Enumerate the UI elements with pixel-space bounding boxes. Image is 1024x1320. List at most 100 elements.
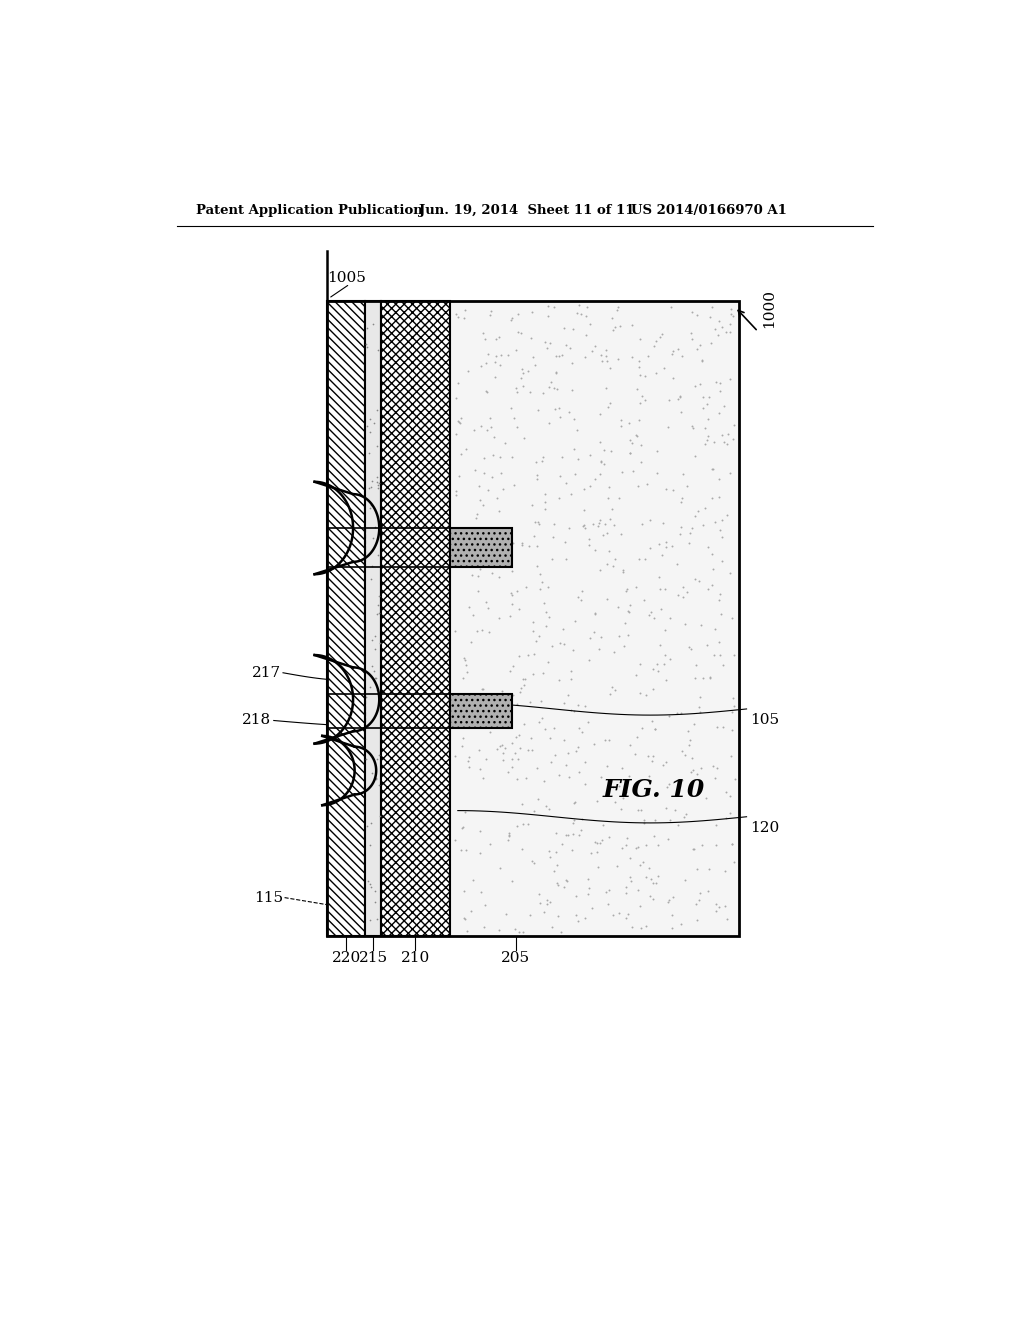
Point [708,618,724,639]
Point [638,834,654,855]
Point [654,544,671,565]
Point [703,488,720,510]
Bar [327,301,366,936]
Point [656,578,673,599]
Point [552,407,568,428]
Point [359,337,376,358]
Point [575,500,592,521]
Point [654,323,671,345]
Point [539,890,555,911]
Point [549,854,565,875]
Point [514,838,530,859]
Point [615,787,632,808]
Point [673,492,689,513]
Point [634,513,650,535]
Point [697,433,714,454]
Point [657,537,674,558]
Point [660,774,677,795]
Point [518,576,535,597]
Point [574,808,591,829]
Point [481,833,498,854]
Point [364,630,380,651]
Point [359,871,376,892]
Point [721,321,737,342]
Point [561,517,578,539]
Point [726,414,742,436]
Point [726,768,742,789]
Point [369,466,385,487]
Point [683,639,699,660]
Point [655,754,672,775]
Point [505,685,521,706]
Point [669,702,685,723]
Point [581,528,597,549]
Point [693,758,710,779]
Point [593,450,609,471]
Point [579,306,595,327]
Point [565,824,582,845]
Point [651,635,668,656]
Point [461,746,477,767]
Point [698,787,715,808]
Point [591,512,607,533]
Point [504,585,520,606]
Point [647,719,664,741]
Point [577,907,593,928]
Point [447,480,464,502]
Point [685,840,701,861]
Point [503,397,519,418]
Point [725,429,741,450]
Point [641,766,657,787]
Point [631,409,647,430]
Text: 205: 205 [501,952,530,965]
Point [555,876,571,898]
Point [636,589,652,610]
Point [577,515,593,536]
Point [660,705,677,726]
Point [516,714,532,735]
Point [483,562,500,583]
Point [480,622,497,643]
Point [707,318,723,339]
Point [523,301,540,322]
Point [520,739,537,760]
Point [487,327,504,348]
Point [589,841,605,862]
Point [504,561,520,582]
Point [549,379,565,400]
Point [577,751,593,772]
Point [610,488,627,510]
Point [520,360,537,381]
Point [604,499,621,520]
Point [712,372,728,393]
Point [641,510,657,531]
Point [590,515,606,536]
Point [500,345,516,366]
Point [660,417,677,438]
Point [699,880,716,902]
Point [504,871,520,892]
Point [541,305,557,326]
Point [601,508,617,529]
Point [569,737,586,758]
Point [713,644,729,665]
Point [690,696,707,717]
Point [456,907,472,928]
Point [364,656,380,677]
Point [725,688,741,709]
Point [446,620,463,642]
Point [598,521,614,543]
Point [545,527,561,548]
Point [509,581,525,602]
Point [537,593,553,614]
Point [477,523,494,544]
Point [522,727,539,748]
Point [573,589,590,610]
Point [361,498,378,519]
Point [645,825,662,846]
Bar [327,301,739,936]
Point [529,511,546,532]
Bar [366,301,381,936]
Point [578,696,594,717]
Point [603,440,620,461]
